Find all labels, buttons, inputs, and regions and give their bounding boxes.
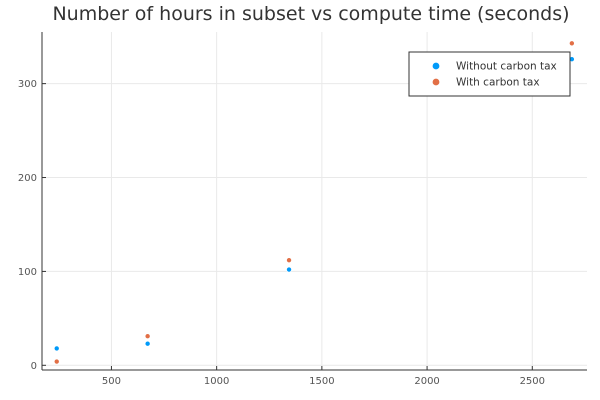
data-point (53, 345, 60, 352)
ticks-layer: 500 1000 1500 2000 2500 0 100 200 300 (18, 79, 545, 387)
legend-label: With carbon tax (456, 77, 540, 89)
x-tick-label: 2000 (414, 376, 439, 387)
x-tick-label: 1500 (309, 376, 334, 387)
data-point (286, 266, 293, 273)
y-tick-label: 0 (31, 361, 37, 372)
data-point (144, 340, 151, 347)
legend-label: Without carbon tax (456, 61, 557, 73)
x-tick-label: 500 (102, 376, 121, 387)
axes-layer (41, 32, 587, 371)
legend: Without carbon tax With carbon tax (408, 51, 571, 97)
y-tick-label: 300 (18, 79, 37, 90)
x-tick-label: 2500 (520, 376, 545, 387)
x-tick-label: 1000 (204, 376, 229, 387)
y-tick-label: 200 (18, 173, 37, 184)
legend-marker (431, 77, 441, 87)
data-point (568, 40, 575, 47)
legend-marker (431, 61, 441, 71)
data-point (144, 333, 151, 340)
y-tick-label: 100 (18, 267, 37, 278)
data-point (53, 358, 60, 365)
data-point (286, 257, 293, 264)
chart-title: Number of hours in subset vs compute tim… (52, 3, 569, 25)
legend-box (408, 51, 571, 97)
points-layer (53, 40, 575, 365)
